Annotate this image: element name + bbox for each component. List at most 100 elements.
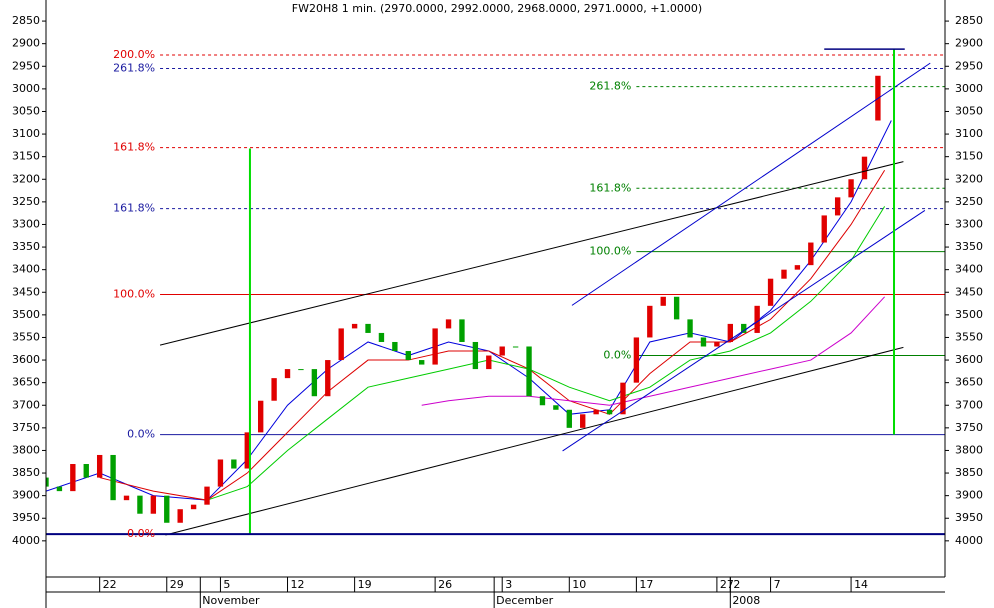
y-tick-label: 3500 [955, 308, 983, 321]
candle-body [566, 409, 572, 428]
fib-level-label: 161.8% [589, 181, 631, 194]
candle-body [110, 454, 116, 501]
y-tick-label: 3200 [12, 172, 40, 185]
fib-level-label: 100.0% [589, 245, 631, 258]
candle-body [580, 414, 586, 428]
candle-body [231, 459, 237, 469]
candle-body [767, 278, 774, 306]
candle-body [325, 360, 331, 397]
y-tick-label: 3550 [12, 330, 40, 343]
x-tick-label: 5 [223, 578, 230, 591]
y-tick-label: 3050 [12, 104, 40, 117]
candle-body [56, 486, 63, 492]
month-label: 2008 [732, 594, 760, 607]
y-tick-label: 3200 [955, 172, 983, 185]
month-label: November [202, 594, 260, 607]
y-tick-label: 3100 [955, 127, 983, 140]
candle-body [351, 323, 358, 329]
y-tick-label: 3150 [955, 150, 983, 163]
y-tick-label: 3900 [955, 489, 983, 502]
candle-body [83, 464, 89, 478]
candle-body [137, 495, 143, 514]
candle-body [432, 328, 438, 365]
candle-body [378, 332, 385, 342]
x-tick-label: 12 [291, 578, 305, 591]
trend-line [571, 62, 931, 306]
x-tick-label: 14 [854, 578, 868, 591]
candle-body [512, 346, 519, 348]
moving-average [421, 296, 885, 406]
candle-body [727, 323, 733, 342]
y-tick-label: 3550 [955, 330, 983, 343]
candle-body [660, 296, 666, 306]
fib-level-label: 261.8% [113, 62, 155, 75]
y-tick-label: 3400 [955, 263, 983, 276]
fib-level-label: 261.8% [589, 80, 631, 93]
candle-body [419, 360, 425, 365]
y-tick-label: 3350 [955, 240, 983, 253]
y-tick-label: 3500 [12, 308, 40, 321]
candle-body [190, 504, 197, 510]
y-tick-label: 4000 [12, 534, 40, 547]
y-tick-label: 3750 [12, 421, 40, 434]
candle-body [164, 495, 170, 523]
x-tick-label: 22 [103, 578, 117, 591]
candle-body [861, 156, 868, 180]
x-tick-label: 26 [438, 578, 452, 591]
candle-body [673, 296, 680, 320]
y-tick-label: 3700 [12, 398, 40, 411]
candle-body [593, 409, 599, 415]
y-tick-label: 3650 [955, 376, 983, 389]
candle-body [539, 396, 546, 406]
y-tick-label: 3800 [955, 443, 983, 456]
y-tick-label: 3600 [12, 353, 40, 366]
x-tick-label: 10 [572, 578, 586, 591]
candle-body [754, 305, 760, 333]
fib-level-label: 100.0% [113, 288, 155, 301]
fib-level-label: 200.0% [113, 48, 155, 61]
candle-body [150, 495, 157, 514]
candle-body [794, 265, 801, 270]
y-tick-label: 3600 [955, 353, 983, 366]
candle-body [123, 495, 130, 501]
candle-body [311, 369, 318, 397]
candle-body [217, 459, 224, 487]
candle-body [741, 323, 747, 333]
moving-average [206, 206, 886, 501]
y-tick-label: 3650 [12, 376, 40, 389]
y-tick-label: 3050 [955, 104, 983, 117]
x-tick-label: 7 [774, 578, 781, 591]
fib-level-label: 161.8% [113, 141, 155, 154]
candle-body [244, 432, 250, 469]
fib-level-label: 0.0% [603, 349, 631, 362]
y-tick-label: 3250 [12, 195, 40, 208]
candle-body [526, 346, 532, 397]
y-tick-label: 2950 [12, 59, 40, 72]
fib-level-label: 0.0% [127, 428, 155, 441]
y-tick-label: 3350 [12, 240, 40, 253]
fib-level-label: 0.0% [127, 527, 155, 540]
candle-body [486, 355, 492, 370]
x-tick-label: 27 [720, 578, 734, 591]
y-tick-label: 2900 [12, 37, 40, 50]
y-tick-label: 2850 [955, 14, 983, 27]
candle-body [96, 454, 103, 478]
y-tick-label: 3900 [12, 489, 40, 502]
y-tick-label: 3300 [955, 217, 983, 230]
trend-line [159, 161, 904, 346]
y-tick-label: 2900 [955, 37, 983, 50]
candle-body [700, 337, 707, 347]
plot-area [46, 48, 945, 536]
candle-body [258, 400, 264, 433]
x-tick-label: 2 [733, 578, 740, 591]
candle-body [553, 405, 559, 410]
candle-body [46, 477, 49, 487]
candle-body [499, 346, 505, 356]
candle-body [714, 341, 720, 347]
fib-level-label: 161.8% [113, 202, 155, 215]
y-tick-label: 3000 [12, 82, 40, 95]
x-tick-label: 17 [639, 578, 653, 591]
trend-line [562, 210, 926, 452]
candle-body [365, 323, 371, 333]
